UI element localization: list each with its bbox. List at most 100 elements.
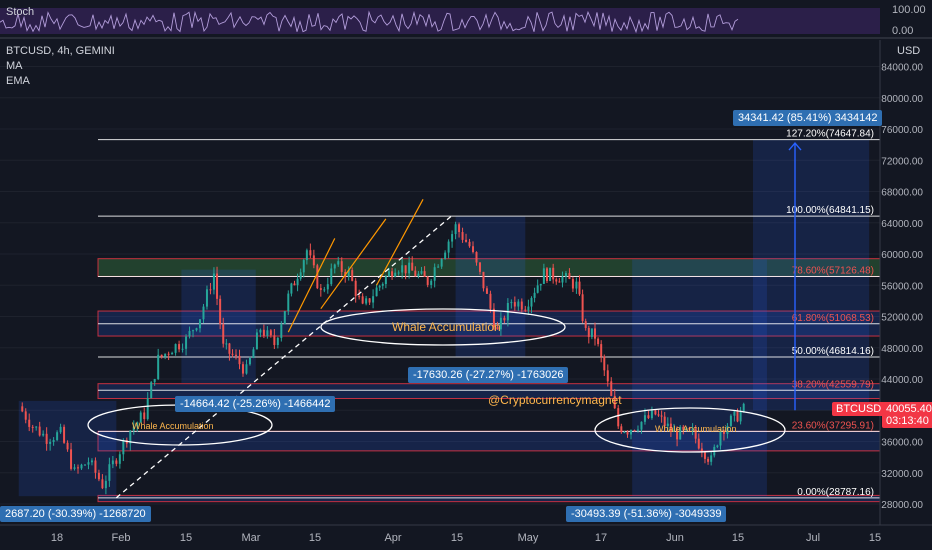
candle-body-187	[654, 410, 657, 415]
currency-label[interactable]: USD	[897, 45, 921, 57]
candle-body-163	[575, 281, 578, 289]
candle-body-127	[454, 224, 457, 235]
candle-body-152	[539, 283, 542, 286]
candle-body-181	[633, 430, 636, 432]
candle-body-103	[375, 287, 378, 297]
fib-label-2: 78.60%(57126.48)	[792, 265, 874, 276]
candle-body-209	[722, 431, 725, 434]
candle-body-215	[742, 403, 745, 412]
candle-body-1	[24, 411, 27, 420]
candle-body-8	[49, 441, 52, 444]
candle-body-70	[262, 329, 265, 336]
candle-body-77	[287, 293, 290, 312]
candle-body-56	[216, 273, 219, 299]
time-tick-5: Apr	[384, 532, 401, 544]
candle-body-131	[468, 241, 471, 247]
candle-body-80	[296, 278, 299, 286]
candle-body-48	[188, 331, 191, 337]
candle-body-0	[21, 406, 24, 412]
candle-body-38	[153, 379, 156, 383]
candle-body-146	[520, 301, 523, 310]
candle-body-75	[280, 323, 283, 338]
candle-body-36	[146, 398, 149, 420]
measure-label-feb[interactable]: -14664.42 (-25.26%) -1466442	[175, 396, 336, 412]
last-price: 40055.40	[886, 403, 932, 415]
candle-body-179	[626, 432, 629, 435]
price-tick-2: 36000.00	[881, 438, 923, 449]
candle-body-86	[316, 265, 319, 289]
candle-body-120	[430, 280, 433, 285]
measure-box-may	[632, 259, 767, 497]
candle-body-130	[465, 239, 468, 242]
candle-body-37	[150, 382, 153, 399]
candle-body-161	[568, 273, 571, 280]
price-tick-4: 44000.00	[881, 375, 923, 386]
candle-body-43	[171, 352, 174, 355]
candle-body-143	[510, 302, 513, 304]
price-badge: 40055.40 03:13:40	[882, 402, 932, 428]
candle-body-72	[269, 330, 272, 336]
candle-body-18	[83, 464, 86, 466]
candle-body-96	[351, 270, 354, 281]
price-axis-bg	[880, 40, 932, 525]
candle-body-39	[157, 354, 160, 380]
price-tick-13: 80000.00	[881, 94, 923, 105]
candle-body-3	[31, 426, 34, 428]
fib-levels: 127.20%(74647.84) 100.00%(64841.15) 78.60%…	[98, 129, 880, 499]
candle-body-109	[394, 272, 397, 277]
measure-label-apr[interactable]: -17630.26 (-27.27%) -1763026	[408, 367, 569, 383]
candle-body-5	[38, 426, 41, 436]
candle-body-12	[63, 426, 66, 443]
candle-body-40	[160, 354, 163, 357]
candle-body-67	[252, 349, 255, 358]
candle-body-20	[90, 460, 93, 463]
candle-body-197	[685, 427, 688, 430]
candle-body-16	[77, 467, 80, 469]
candle-body-71	[266, 330, 269, 336]
candle-body-138	[492, 308, 495, 328]
candle-body-145	[517, 301, 520, 307]
candle-body-176	[617, 408, 620, 427]
price-tick-9: 64000.00	[881, 219, 923, 230]
measure-label-may[interactable]: -30493.39 (-51.36%) -3049339	[566, 506, 727, 522]
measure-label-jan[interactable]: 2687.20 (-30.39%) -1268720	[0, 506, 151, 522]
candle-body-64	[241, 364, 244, 374]
ma-legend: MA	[6, 60, 23, 72]
candle-body-107	[387, 271, 390, 277]
time-tick-2: 15	[180, 532, 192, 544]
candle-body-62	[235, 354, 238, 356]
stoch-tick-0: 0.00	[892, 25, 914, 37]
candle-body-167	[587, 327, 590, 337]
candle-body-150	[533, 292, 536, 298]
candle-body-113	[408, 262, 411, 274]
candle-body-201	[697, 438, 700, 449]
candle-body-210	[726, 425, 729, 434]
candle-body-157	[555, 279, 558, 282]
candle-body-200	[694, 428, 697, 439]
candle-body-97	[354, 280, 357, 297]
candle-body-194	[676, 430, 679, 440]
price-tick-10: 68000.00	[881, 188, 923, 199]
candle-body-125	[447, 241, 450, 253]
candle-body-63	[238, 355, 241, 365]
candle-body-115	[414, 270, 417, 277]
candle-body-119	[426, 276, 429, 285]
impulse-arrow-2	[376, 199, 424, 286]
candle-body-60	[228, 343, 231, 354]
measure-label-target[interactable]: 34341.42 (85.41%) 3434142	[733, 110, 883, 126]
candle-body-98	[358, 296, 361, 298]
candle-body-203	[703, 452, 706, 459]
fib-label-7: 0.00%(28787.16)	[797, 487, 874, 498]
price-tick-0: 28000.00	[881, 500, 923, 511]
candle-body-81	[299, 272, 302, 279]
candle-body-19	[87, 462, 90, 465]
candle-body-204	[707, 458, 710, 462]
candle-body-11	[59, 426, 62, 433]
candle-body-212	[733, 411, 736, 416]
symbol-badge: BTCUSD	[832, 402, 886, 416]
candle-body-114	[411, 262, 414, 271]
candle-body-69	[259, 329, 262, 333]
candle-body-175	[613, 395, 616, 409]
candle-body-132	[472, 246, 475, 253]
